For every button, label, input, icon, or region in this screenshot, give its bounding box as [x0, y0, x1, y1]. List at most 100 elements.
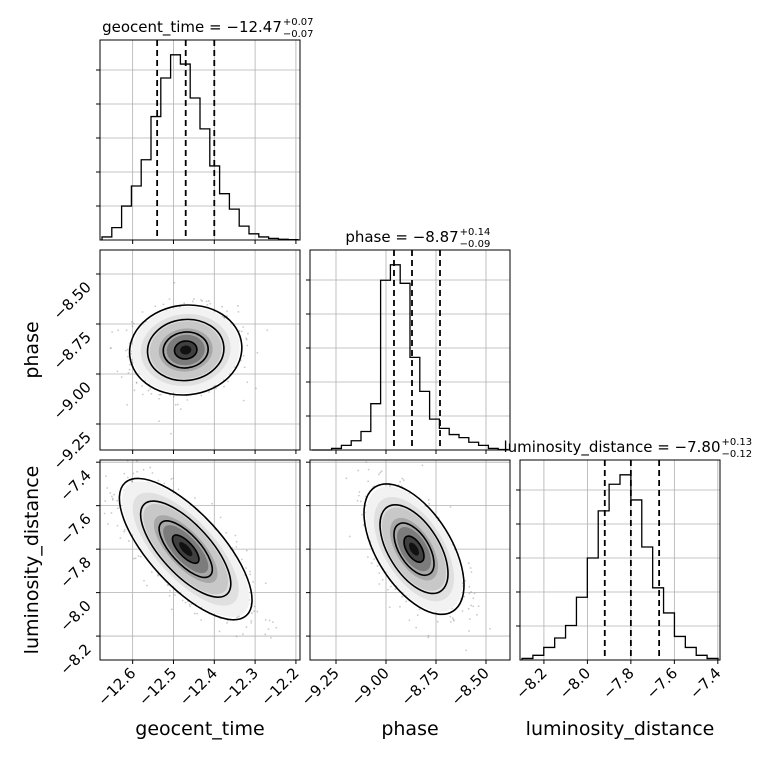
- scatter-point: [150, 571, 153, 573]
- scatter-point: [449, 620, 452, 623]
- scatter-point: [106, 452, 108, 454]
- scatter-point: [357, 469, 360, 472]
- scatter-point: [240, 330, 243, 333]
- y-axis-label-luminosity_distance: luminosity_distance: [21, 466, 43, 655]
- scatter-point: [470, 571, 473, 573]
- scatter-point: [379, 471, 382, 474]
- scatter-point: [166, 584, 169, 587]
- panel-hist-geocent_time: geocent_time = −12.47 +0.07−0.07: [96, 17, 314, 244]
- scatter-point: [256, 610, 259, 613]
- scatter-point: [200, 619, 203, 621]
- scatter-point: [451, 617, 454, 619]
- panel-title: luminosity_distance = −7.80: [503, 438, 720, 457]
- x-tick-label: −9.25: [298, 664, 343, 709]
- scatter-point: [179, 408, 182, 411]
- scatter-point: [110, 512, 113, 514]
- panel-frame: [309, 249, 511, 451]
- contour-line: [139, 500, 232, 598]
- x-tick-label: −8.2: [512, 664, 550, 702]
- scatter-point: [234, 534, 237, 537]
- contour-line: [393, 522, 435, 577]
- scatter-point: [399, 480, 402, 483]
- contour-line: [171, 534, 200, 565]
- scatter-point: [245, 626, 248, 628]
- scatter-point: [362, 524, 365, 526]
- scatter-point: [242, 326, 245, 328]
- scatter-point: [275, 626, 278, 629]
- scatter-point: [95, 329, 97, 331]
- scatter-point: [399, 605, 401, 608]
- scatter-point: [469, 567, 472, 569]
- x-tick-label: −7.4: [686, 664, 724, 702]
- scatter-point: [356, 499, 359, 502]
- y-axis-label-phase: phase: [21, 321, 43, 378]
- scatter-point: [227, 380, 229, 383]
- scatter-point: [136, 470, 139, 473]
- scatter-point: [264, 633, 267, 636]
- scatter-point: [221, 305, 223, 308]
- scatter-point: [149, 466, 152, 469]
- scatter-point: [468, 585, 471, 588]
- scatter-point: [253, 605, 256, 608]
- scatter-point: [193, 612, 196, 615]
- scatter-point: [470, 591, 473, 593]
- x-tick-label: −12.4: [176, 664, 221, 709]
- y-tick-label: −9.00: [50, 378, 95, 423]
- scatter-point: [93, 449, 95, 451]
- scatter-point: [421, 464, 424, 467]
- scatter-point: [243, 366, 246, 369]
- scatter-point: [111, 331, 114, 333]
- hist-step: [521, 474, 719, 660]
- scatter-point: [93, 469, 95, 471]
- scatter-point: [226, 622, 228, 624]
- scatter-point: [201, 300, 204, 302]
- scatter-point: [236, 616, 239, 619]
- scatter-point: [427, 634, 430, 637]
- scatter-point: [223, 385, 225, 388]
- contour-line: [403, 535, 425, 563]
- scatter-point: [449, 615, 452, 618]
- scatter-point: [176, 403, 179, 406]
- y-tick-label: −9.25: [50, 428, 95, 473]
- scatter-point: [177, 488, 180, 491]
- density-level: [179, 542, 193, 557]
- scatter-point: [250, 619, 253, 622]
- scatter-point: [348, 535, 351, 538]
- x-tick-label: −12.6: [94, 664, 139, 709]
- scatter-point: [241, 558, 243, 561]
- scatter-point: [477, 605, 480, 608]
- contour-line: [173, 340, 198, 360]
- scatter-point: [142, 468, 145, 471]
- scatter-point: [235, 546, 238, 548]
- scatter-point: [150, 392, 153, 395]
- scatter-point: [123, 530, 125, 533]
- panel-title: phase = −8.87: [345, 228, 458, 246]
- scatter-point: [427, 499, 430, 501]
- scatter-point: [271, 663, 273, 665]
- scatter-point: [106, 523, 109, 525]
- scatter-point: [237, 305, 239, 307]
- scatter-point: [129, 363, 131, 366]
- scatter-point: [131, 325, 134, 328]
- scatter-point: [149, 388, 152, 390]
- scatter-point: [473, 592, 476, 595]
- scatter-point: [246, 344, 249, 347]
- scatter-point: [170, 608, 173, 611]
- scatter-point: [127, 355, 129, 358]
- scatter-point: [461, 610, 464, 612]
- scatter-point: [191, 300, 194, 303]
- scatter-point: [401, 595, 404, 598]
- scatter-point: [361, 513, 363, 516]
- scatter-point: [135, 381, 138, 384]
- scatter-point: [465, 649, 468, 652]
- scatter-point: [170, 432, 172, 435]
- scatter-point: [140, 457, 142, 459]
- scatter-point: [194, 497, 196, 499]
- scatter-point: [158, 393, 161, 396]
- scatter-point: [120, 376, 123, 378]
- scatter-point: [402, 479, 405, 482]
- scatter-point: [376, 565, 379, 567]
- scatter-point: [245, 338, 248, 341]
- scatter-point: [365, 461, 368, 463]
- title-lower-error: −0.09: [460, 239, 491, 250]
